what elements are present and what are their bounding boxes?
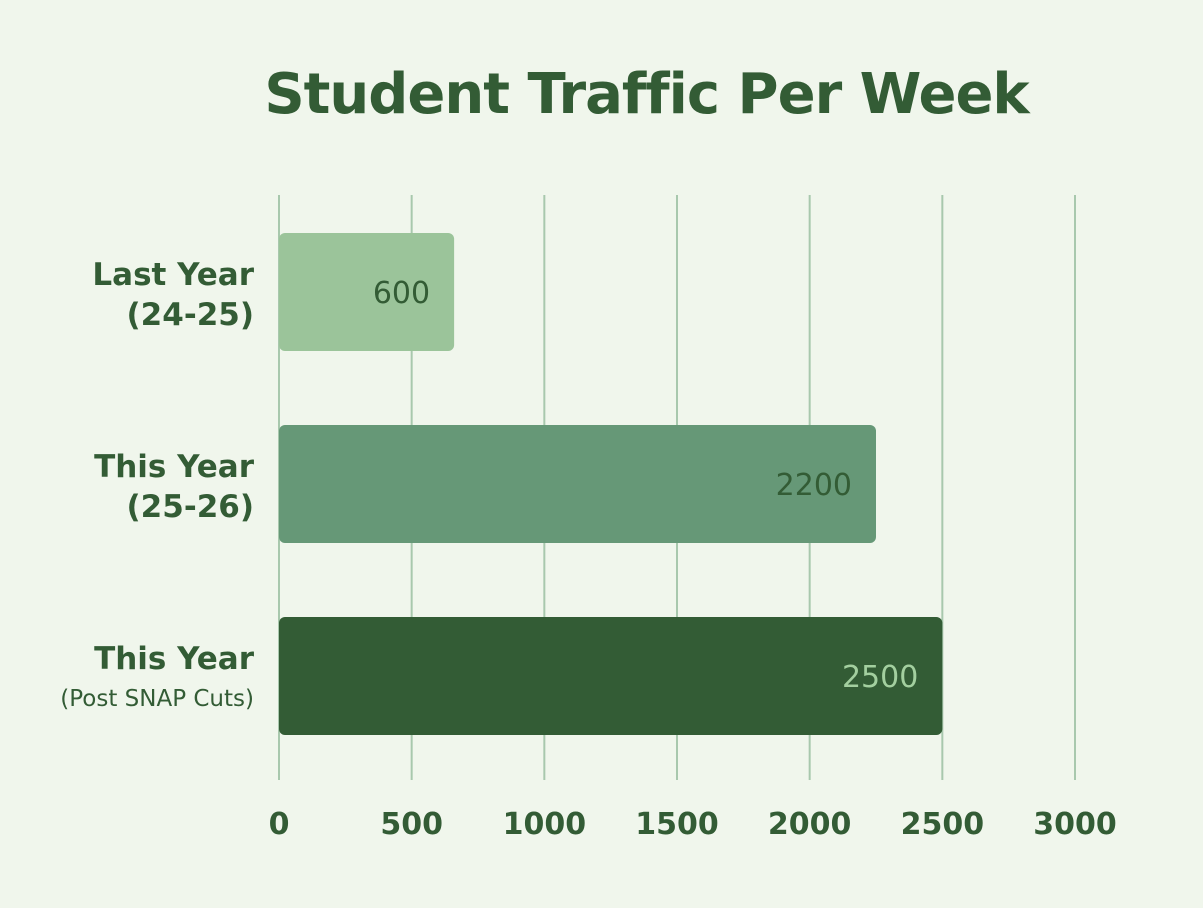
bar xyxy=(279,425,876,543)
data-label: 600 xyxy=(373,276,430,311)
x-tick-label: 2500 xyxy=(901,807,985,842)
bar xyxy=(279,617,943,735)
data-label: 2500 xyxy=(842,660,918,695)
category-label: This Year xyxy=(94,641,255,677)
x-tick-label: 500 xyxy=(380,807,443,842)
category-label: (25-26) xyxy=(127,489,254,525)
category-label: (24-25) xyxy=(127,297,254,333)
data-label: 2200 xyxy=(776,468,852,503)
x-tick-label: 3000 xyxy=(1033,807,1117,842)
category-label: This Year xyxy=(94,449,255,485)
x-tick-label: 2000 xyxy=(768,807,852,842)
category-label: Last Year xyxy=(92,257,254,293)
bar xyxy=(279,233,455,351)
x-tick-label: 1000 xyxy=(503,807,587,842)
x-tick-label: 0 xyxy=(269,807,290,842)
x-tick-label: 1500 xyxy=(635,807,719,842)
chart-title: Student Traffic Per Week xyxy=(264,62,1029,127)
category-label: (Post SNAP Cuts) xyxy=(60,686,254,712)
